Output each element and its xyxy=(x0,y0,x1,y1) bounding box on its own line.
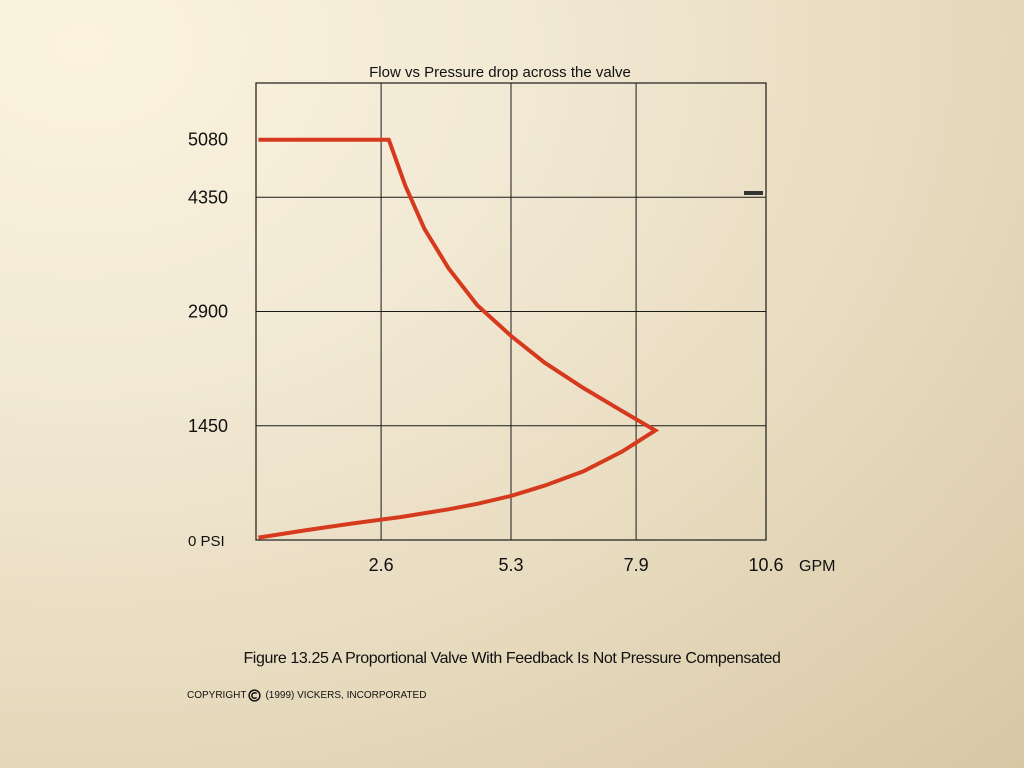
x-tick-label: 2.6 xyxy=(369,555,394,575)
copyright-suffix: (1999) VICKERS, INCORPORATED xyxy=(265,690,427,701)
y-tick-label: 2900 xyxy=(188,302,228,322)
x-tick-labels: 2.6 5.3 7.9 10.6 xyxy=(369,555,784,575)
series-line xyxy=(258,137,660,540)
y-tick-label: 4350 xyxy=(188,187,228,207)
y-tick-label: 5080 xyxy=(188,130,228,150)
x-tick-label: 10.6 xyxy=(748,555,783,575)
copyright-prefix: COPYRIGHT xyxy=(187,690,247,701)
copyright-line: COPYRIGHT (1999) VICKERS, INCORPORATED xyxy=(187,689,426,702)
grid-layer xyxy=(256,83,766,540)
legend-swatch xyxy=(744,191,763,195)
chart: Flow vs Pressure drop across the valve 0… xyxy=(188,64,835,575)
copyright-icon xyxy=(248,689,262,702)
y-tick-labels: 0 PSI 1450 2900 4350 5080 xyxy=(188,130,228,550)
series-layer xyxy=(258,137,660,540)
x-tick-label: 7.9 xyxy=(624,555,649,575)
x-tick-label: 5.3 xyxy=(498,555,523,575)
chart-title: Flow vs Pressure drop across the valve xyxy=(369,64,631,81)
y-tick-label: 0 PSI xyxy=(188,533,225,550)
x-axis-label: GPM xyxy=(799,558,835,575)
figure-caption: Figure 13.25 A Proportional Valve With F… xyxy=(243,650,781,667)
plot-frame xyxy=(255,82,767,541)
y-tick-label: 1450 xyxy=(188,416,228,436)
